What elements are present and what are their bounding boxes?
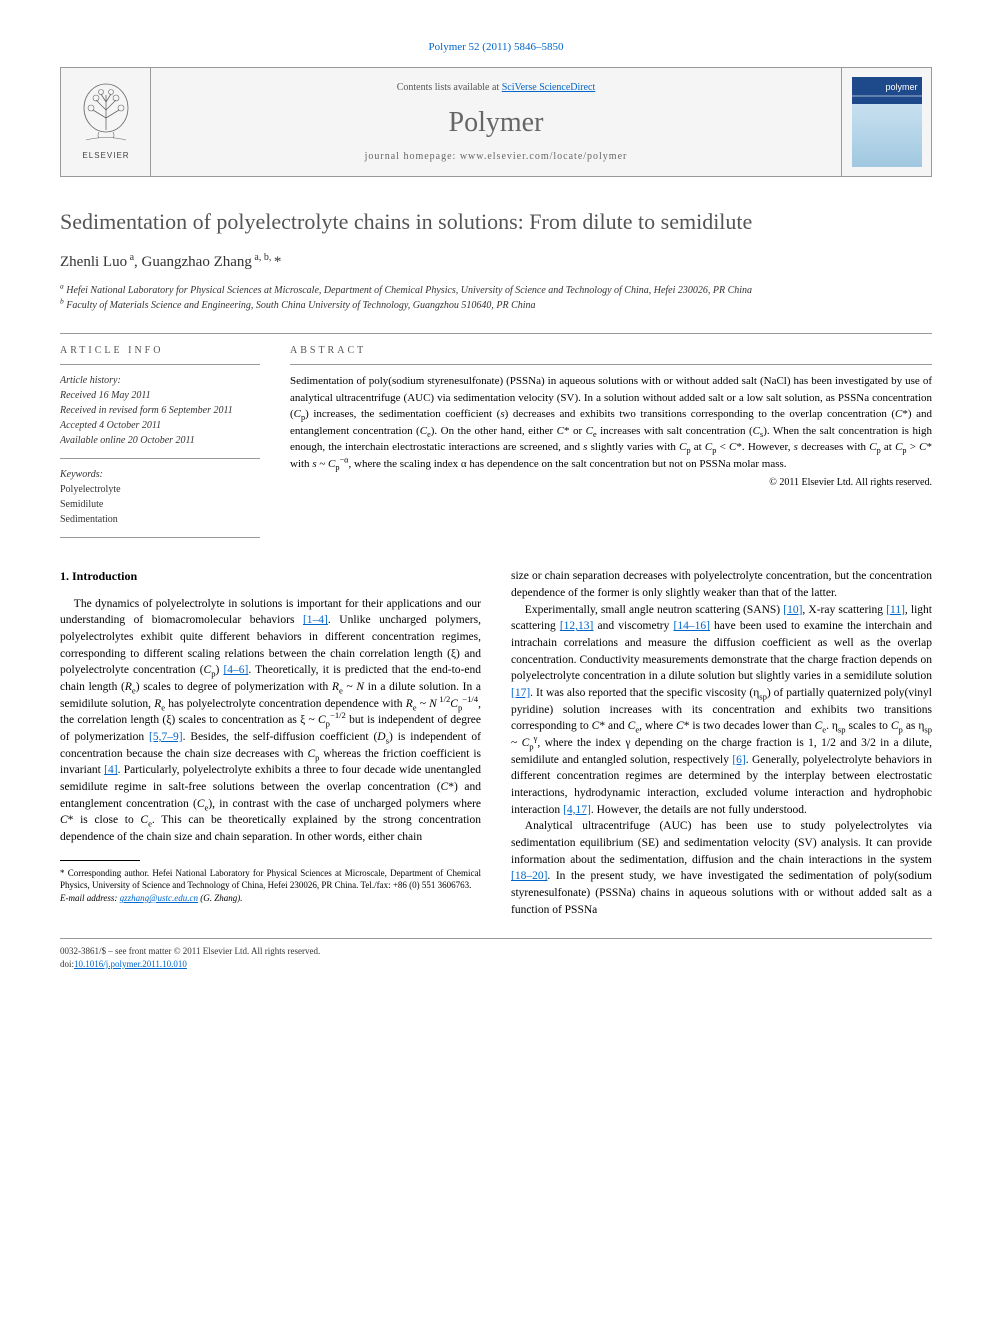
sciencedirect-link[interactable]: SciVerse ScienceDirect — [502, 82, 596, 93]
abstract-copyright: © 2011 Elsevier Ltd. All rights reserved… — [290, 476, 932, 490]
body-paragraph: Experimentally, small angle neutron scat… — [511, 602, 932, 819]
affiliation-a: a Hefei National Laboratory for Physical… — [60, 283, 932, 298]
email-label: E-mail address: — [60, 893, 120, 903]
affiliation-b: b Faculty of Materials Science and Engin… — [60, 298, 932, 313]
citation-link[interactable]: [6] — [732, 754, 745, 766]
affiliations: a Hefei National Laboratory for Physical… — [60, 283, 932, 313]
abstract-label: ABSTRACT — [290, 334, 932, 365]
journal-cover-box: polymer — [841, 68, 931, 176]
citation-link[interactable]: [4–6] — [223, 664, 248, 676]
keywords-block: Keywords: Polyelectrolyte Semidilute Sed… — [60, 467, 260, 538]
footnote-separator — [60, 860, 140, 861]
citation-link[interactable]: [11] — [886, 604, 905, 616]
citation-link[interactable]: [4] — [104, 764, 117, 776]
body-column-right: size or chain separation decreases with … — [511, 568, 932, 918]
footer-issn-doi: 0032-3861/$ – see front matter © 2011 El… — [60, 938, 932, 970]
citation-link[interactable]: [4,17] — [563, 804, 591, 816]
history-accepted: Accepted 4 October 2011 — [60, 418, 260, 433]
email-suffix: (G. Zhang). — [198, 893, 243, 903]
elsevier-tree-icon: ELSEVIER — [71, 80, 141, 165]
body-paragraph: size or chain separation decreases with … — [511, 568, 932, 601]
citation-link[interactable]: [1–4] — [303, 614, 328, 626]
author-affil-sup: a — [127, 252, 134, 263]
journal-cover-thumbnail: polymer — [852, 77, 922, 167]
body-column-left: 1. Introduction The dynamics of polyelec… — [60, 568, 481, 918]
citation-link[interactable]: [18–20] — [511, 870, 547, 882]
history-revised: Received in revised form 6 September 201… — [60, 403, 260, 418]
publisher-logo-box: ELSEVIER — [61, 68, 151, 176]
body-two-column: 1. Introduction The dynamics of polyelec… — [60, 568, 932, 918]
journal-name: Polymer — [449, 103, 544, 142]
section-heading-introduction: 1. Introduction — [60, 568, 481, 585]
svg-text:ELSEVIER: ELSEVIER — [82, 151, 129, 160]
body-paragraph: Analytical ultracentrifuge (AUC) has bee… — [511, 818, 932, 918]
cover-label: polymer — [885, 81, 917, 94]
abstract-column: ABSTRACT Sedimentation of poly(sodium st… — [290, 334, 932, 538]
contents-prefix: Contents lists available at — [397, 82, 502, 93]
article-info-label: ARTICLE INFO — [60, 334, 260, 365]
citation-link[interactable]: [12,13] — [560, 620, 594, 632]
issn-line: 0032-3861/$ – see front matter © 2011 El… — [60, 945, 932, 958]
doi-prefix: doi: — [60, 959, 74, 969]
body-paragraph: The dynamics of polyelectrolyte in solut… — [60, 596, 481, 846]
citation-link[interactable]: [5,7–9] — [149, 731, 183, 743]
email-line: E-mail address: gzzhang@ustc.edu.cn (G. … — [60, 892, 481, 905]
article-info-column: ARTICLE INFO Article history: Received 1… — [60, 334, 260, 538]
article-title: Sedimentation of polyelectrolyte chains … — [60, 207, 932, 238]
article-history: Article history: Received 16 May 2011 Re… — [60, 373, 260, 459]
homepage-prefix: journal homepage: — [365, 151, 460, 162]
author-affil-sup: a, b, — [252, 252, 274, 263]
corresponding-author-note: * Corresponding author. Hefei National L… — [60, 867, 481, 892]
history-online: Available online 20 October 2011 — [60, 433, 260, 448]
authors-line: Zhenli Luo a, Guangzhao Zhang a, b, * — [60, 252, 932, 273]
citation-link[interactable]: [17] — [511, 687, 530, 699]
email-link[interactable]: gzzhang@ustc.edu.cn — [120, 893, 198, 903]
citation-link[interactable]: [10] — [783, 604, 802, 616]
contents-available-line: Contents lists available at SciVerse Sci… — [397, 81, 596, 95]
history-received: Received 16 May 2011 — [60, 388, 260, 403]
journal-homepage: journal homepage: www.elsevier.com/locat… — [365, 150, 628, 164]
doi-link[interactable]: 10.1016/j.polymer.2011.10.010 — [74, 959, 187, 969]
journal-header: ELSEVIER Contents lists available at Sci… — [60, 67, 932, 177]
citation-link[interactable]: [14–16] — [674, 620, 710, 632]
abstract-text: Sedimentation of poly(sodium styrenesulf… — [290, 373, 932, 472]
keywords-heading: Keywords: — [60, 467, 260, 482]
keyword-item: Semidilute — [60, 497, 260, 512]
corresponding-star-icon: * — [274, 254, 282, 270]
header-citation: Polymer 52 (2011) 5846–5850 — [60, 40, 932, 55]
homepage-url: www.elsevier.com/locate/polymer — [460, 151, 628, 162]
journal-header-center: Contents lists available at SciVerse Sci… — [151, 68, 841, 176]
keyword-item: Sedimentation — [60, 512, 260, 527]
history-heading: Article history: — [60, 373, 260, 388]
keyword-item: Polyelectrolyte — [60, 482, 260, 497]
